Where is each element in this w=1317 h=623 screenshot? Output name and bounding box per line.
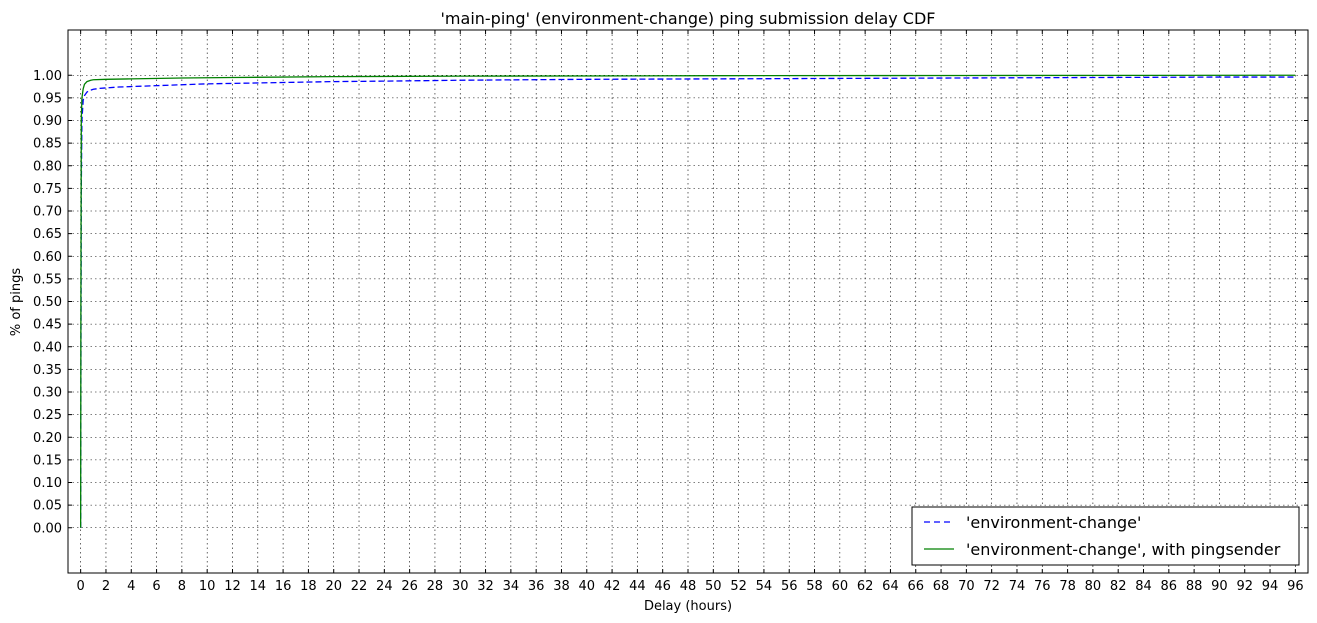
y-tick-label: 0.90	[33, 114, 62, 129]
x-tick-label: 22	[351, 579, 368, 594]
x-tick-label: 12	[224, 579, 241, 594]
x-tick-label: 20	[325, 579, 342, 594]
y-tick-label: 0.55	[33, 272, 62, 287]
y-tick-label: 0.75	[33, 182, 62, 197]
x-axis-label: Delay (hours)	[644, 599, 732, 614]
y-tick-label: 0.60	[33, 250, 62, 265]
x-tick-label: 4	[127, 579, 135, 594]
x-tick-label: 26	[401, 579, 418, 594]
x-tick-label: 6	[152, 579, 160, 594]
y-tick-label: 0.65	[33, 227, 62, 242]
y-tick-label: 0.05	[33, 499, 62, 514]
x-tick-label: 38	[553, 579, 570, 594]
x-tick-label: 92	[1236, 579, 1253, 594]
y-axis-label: % of pings	[9, 268, 24, 337]
x-tick-label: 56	[781, 579, 798, 594]
y-tick-label: 0.25	[33, 408, 62, 423]
x-tick-label: 18	[300, 579, 317, 594]
x-tick-label: 84	[1135, 579, 1152, 594]
x-tick-label: 58	[806, 579, 823, 594]
x-tick-label: 24	[376, 579, 393, 594]
x-tick-label: 96	[1287, 579, 1304, 594]
x-tick-label: 74	[1009, 579, 1026, 594]
x-tick-label: 50	[705, 579, 722, 594]
y-tick-label: 0.80	[33, 159, 62, 174]
x-tick-label: 8	[178, 579, 186, 594]
x-tick-label: 40	[579, 579, 596, 594]
x-tick-label: 88	[1186, 579, 1203, 594]
y-tick-label: 0.00	[33, 521, 62, 536]
y-tick-label: 0.50	[33, 295, 62, 310]
x-tick-label: 10	[199, 579, 216, 594]
y-tick-label: 0.15	[33, 453, 62, 468]
x-tick-label: 2	[102, 579, 110, 594]
x-tick-label: 80	[1085, 579, 1102, 594]
y-tick-label: 0.10	[33, 476, 62, 491]
x-tick-label: 30	[452, 579, 469, 594]
y-tick-label: 0.35	[33, 363, 62, 378]
x-tick-label: 78	[1059, 579, 1076, 594]
grid-lines	[68, 30, 1308, 573]
x-tick-label: 48	[680, 579, 697, 594]
x-tick-label: 44	[629, 579, 646, 594]
x-tick-label: 72	[983, 579, 1000, 594]
x-tick-label: 66	[907, 579, 924, 594]
x-tick-label: 32	[477, 579, 494, 594]
y-tick-label: 0.20	[33, 431, 62, 446]
x-tick-label: 14	[250, 579, 267, 594]
x-tick-label: 64	[882, 579, 899, 594]
x-tick-label: 52	[730, 579, 747, 594]
chart-title: 'main-ping' (environment-change) ping su…	[441, 9, 936, 28]
y-tick-label: 0.85	[33, 137, 62, 152]
legend: 'environment-change' 'environment-change'…	[911, 506, 1300, 566]
x-tick-label: 54	[756, 579, 773, 594]
series-line-2	[80, 74, 1296, 528]
x-tick-label: 42	[604, 579, 621, 594]
y-tick-label: 0.70	[33, 205, 62, 220]
y-tick-label: 0.30	[33, 386, 62, 401]
x-tick-label: 68	[933, 579, 950, 594]
x-tick-label: 86	[1161, 579, 1178, 594]
x-tick-label: 90	[1211, 579, 1228, 594]
x-tick-label: 76	[1034, 579, 1051, 594]
y-tick-label: 0.45	[33, 318, 62, 333]
y-tick-label: 0.40	[33, 340, 62, 355]
x-tick-label: 34	[503, 579, 520, 594]
x-tick-label: 0	[77, 579, 85, 594]
y-tick-label: 1.00	[33, 69, 62, 84]
y-tick-labels: 0.00 0.05 0.10 0.15 0.20 0.25 0.30 0.35 0.40 0.45…	[33, 69, 62, 537]
legend-label: 'environment-change', with pingsender	[966, 540, 1281, 559]
series-line-1	[80, 76, 1296, 528]
x-tick-label: 94	[1262, 579, 1279, 594]
x-tick-label: 46	[654, 579, 671, 594]
series-layer	[80, 74, 1296, 528]
x-tick-label: 82	[1110, 579, 1127, 594]
x-tick-label: 28	[427, 579, 444, 594]
y-tick-label: 0.95	[33, 91, 62, 106]
legend-box	[911, 506, 1300, 566]
axis-ticks	[68, 30, 1308, 573]
x-tick-label: 16	[275, 579, 292, 594]
x-tick-label: 62	[857, 579, 874, 594]
x-tick-labels: 0 2 4 6 8 10 12 14 16 18 20 22 24 26 28 30 32 34 36 38 40 42 4…	[77, 579, 1304, 594]
x-tick-label: 36	[528, 579, 545, 594]
x-tick-label: 70	[958, 579, 975, 594]
legend-label: 'environment-change'	[966, 513, 1141, 532]
x-tick-label: 60	[832, 579, 849, 594]
